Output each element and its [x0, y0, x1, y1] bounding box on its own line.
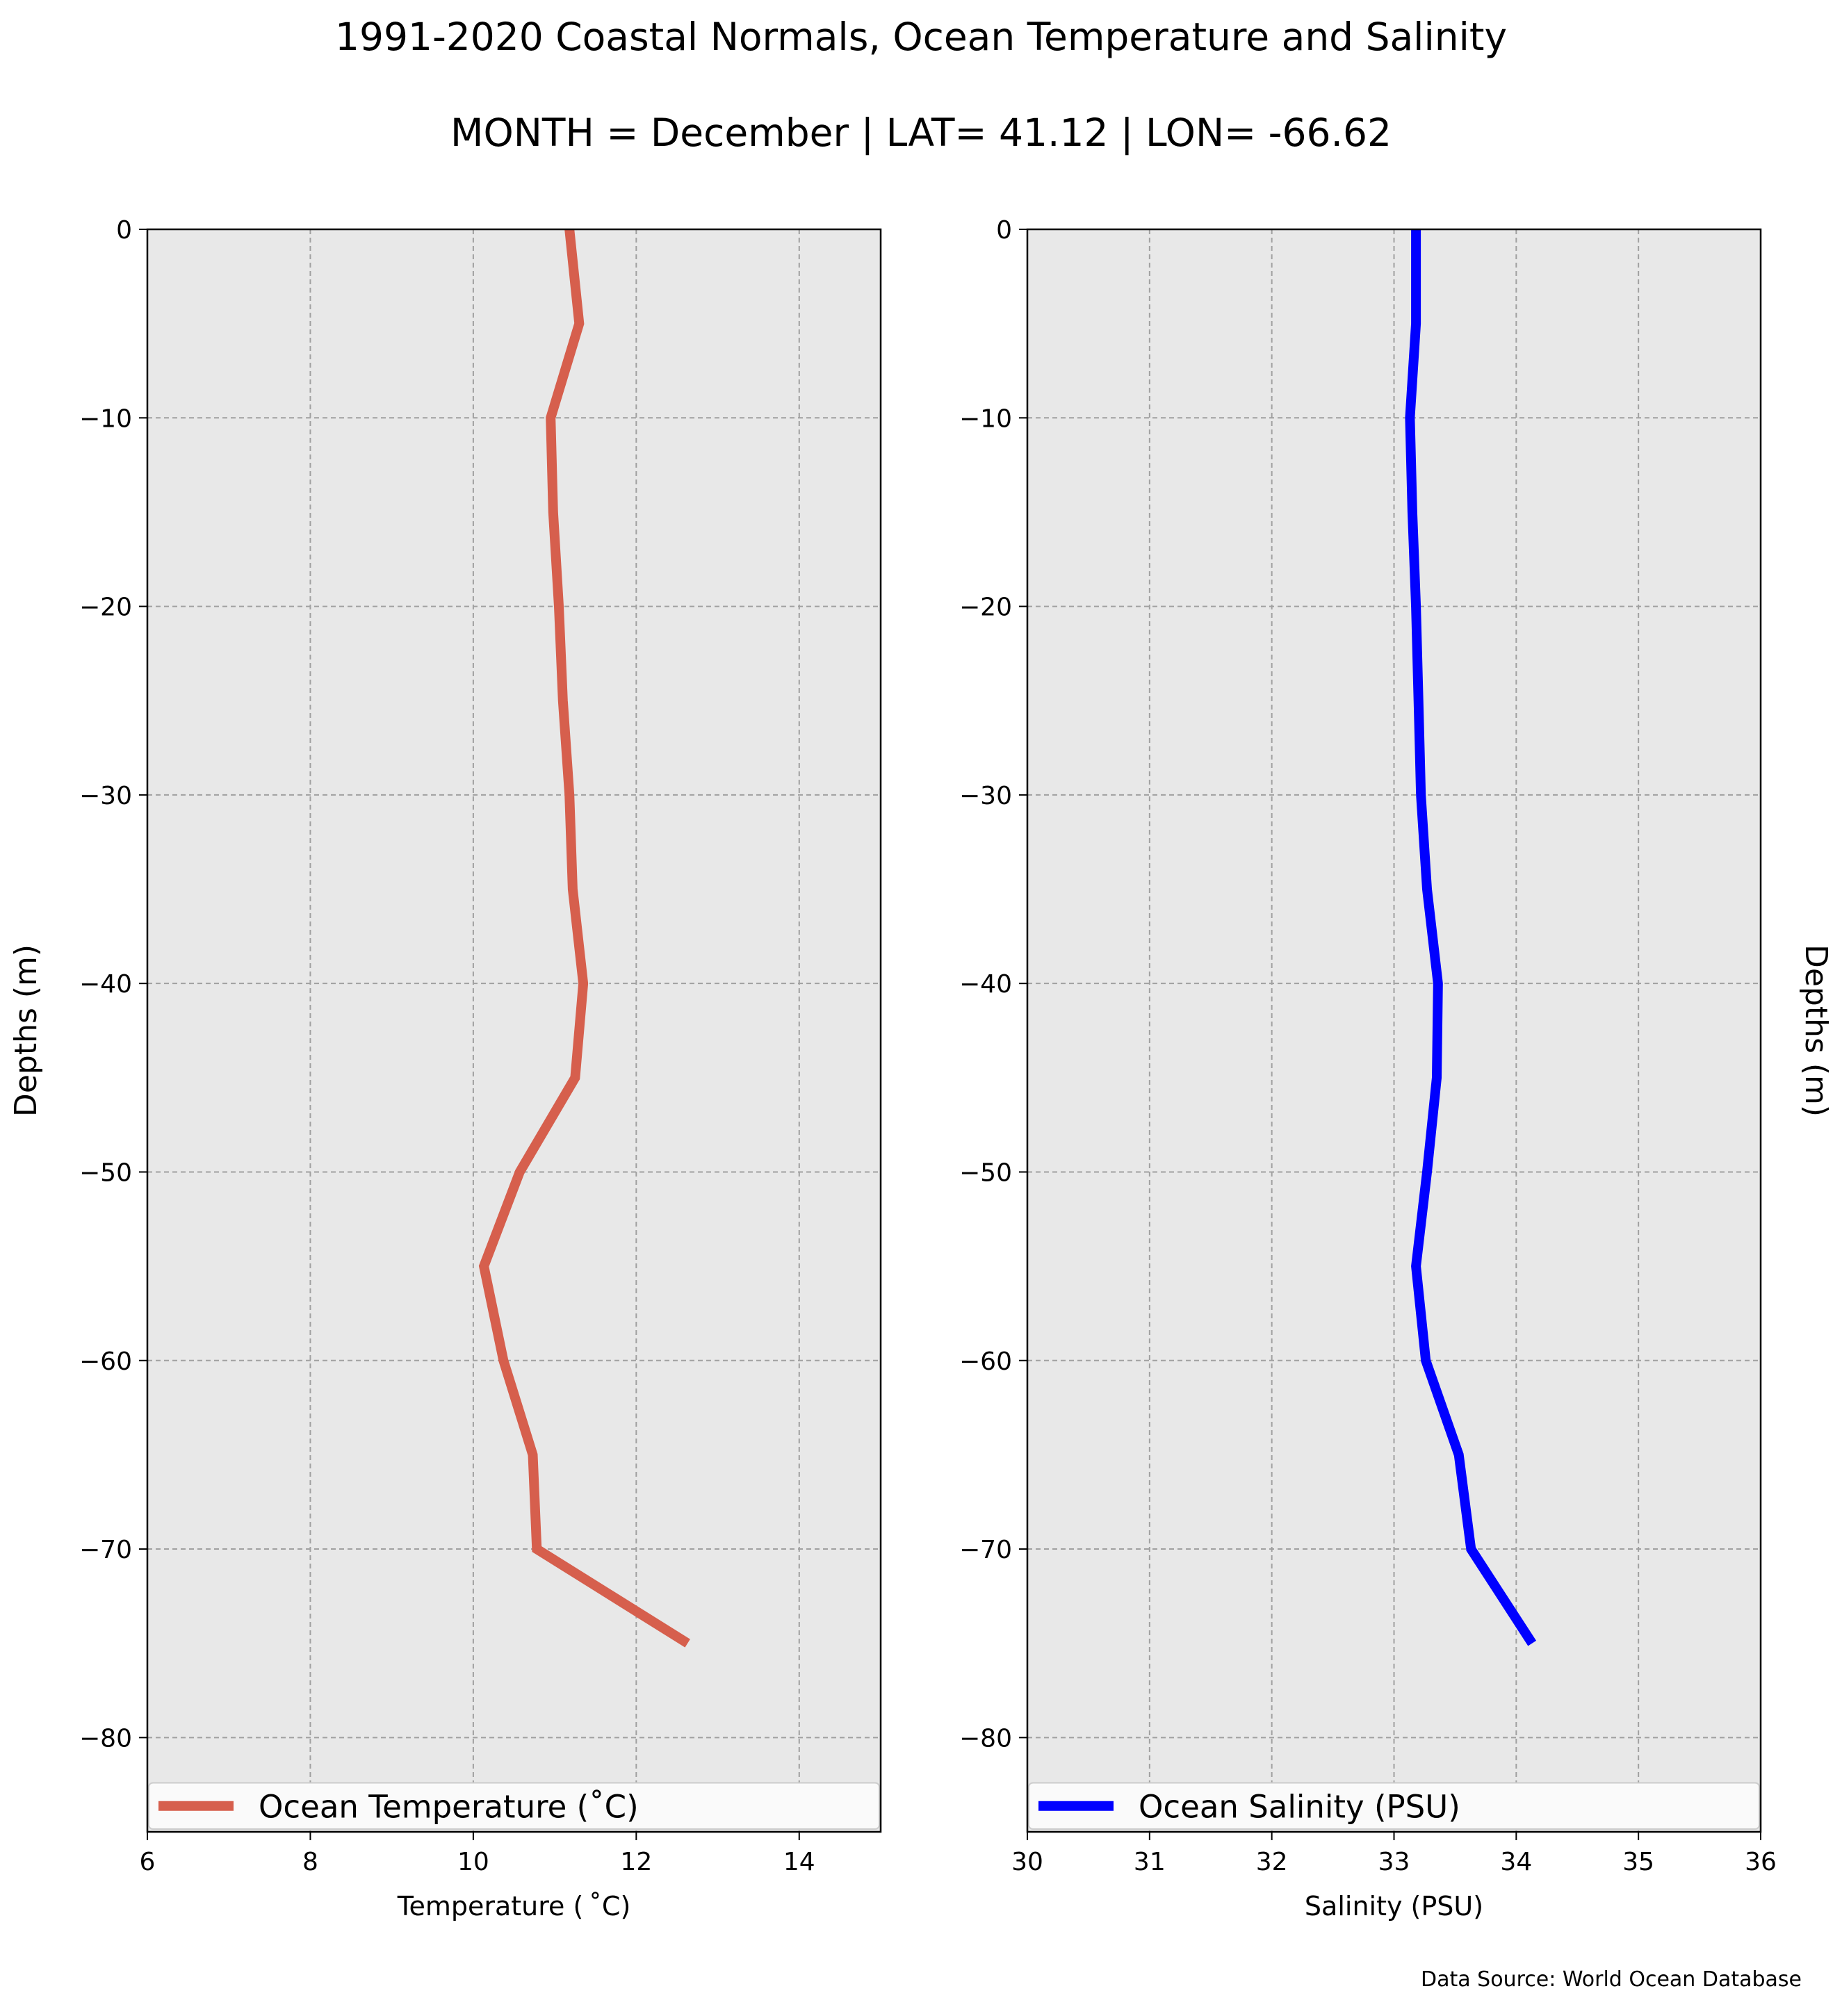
legend-label: Ocean Temperature (˚C): [259, 1789, 639, 1826]
y-tick-label: −70: [79, 1536, 132, 1564]
x-tick-label: 36: [1745, 1848, 1777, 1876]
x-tick-label: 10: [457, 1848, 489, 1876]
legend-box: [148, 1782, 880, 1830]
figure-title: 1991-2020 Coastal Normals, Ocean Tempera…: [335, 15, 1507, 59]
y-tick-label: −50: [79, 1158, 132, 1187]
y-tick-label: −70: [959, 1536, 1012, 1564]
plot-area: [147, 229, 881, 1832]
y-tick-label: −30: [79, 782, 132, 810]
y-tick-label: −60: [79, 1347, 132, 1376]
y-tick-label: 0: [116, 216, 132, 245]
x-axis-label: Salinity (PSU): [1305, 1891, 1483, 1921]
x-tick-label: 32: [1256, 1848, 1288, 1876]
x-tick-label: 31: [1134, 1848, 1166, 1876]
y-tick-label: −10: [959, 404, 1012, 433]
legend-label: Ocean Salinity (PSU): [1139, 1789, 1460, 1826]
y-tick-label: −50: [959, 1158, 1012, 1187]
y-tick-label: −40: [959, 970, 1012, 999]
y-tick-label: 0: [996, 216, 1012, 245]
x-tick-label: 14: [783, 1848, 815, 1876]
x-tick-label: 8: [302, 1848, 318, 1876]
x-axis-label: Temperature ( ˚C): [397, 1891, 631, 1921]
y-tick-label: −10: [79, 404, 132, 433]
series-line: [1405, 229, 1537, 1646]
figure-subtitle: MONTH = December | LAT= 41.12 | LON= -66…: [450, 110, 1392, 156]
salinity-panel: Ocean Salinity (PSU) 30 31 32 33 34 35 36 0 −10 −2…: [959, 216, 1834, 1921]
y-tick-label: −40: [79, 970, 132, 999]
y-tick-label: −60: [959, 1347, 1012, 1376]
y-axis-label: Depths (m): [1798, 944, 1834, 1117]
legend-box: [1028, 1782, 1760, 1830]
y-tick-label: −20: [959, 593, 1012, 622]
y-tick-label: −20: [79, 593, 132, 622]
x-tick-label: 12: [620, 1848, 652, 1876]
data-source-note: Data Source: World Ocean Database: [1421, 1967, 1802, 1992]
axes-frame: [146, 228, 882, 1833]
y-tick-label: −30: [959, 782, 1012, 810]
x-tick-label: 35: [1622, 1848, 1654, 1876]
y-axis-label: Depths (m): [8, 944, 44, 1117]
x-tick-label: 30: [1011, 1848, 1043, 1876]
y-tick-label: −80: [959, 1724, 1012, 1753]
series-line: [478, 229, 690, 1648]
temperature-panel: Ocean Temperature (˚C) 6 8 10 12 14 0 −10 −20 −30…: [8, 216, 882, 1921]
x-tick-label: 33: [1378, 1848, 1410, 1876]
x-tick-label: 6: [140, 1848, 156, 1876]
y-tick-label: −80: [79, 1724, 132, 1753]
x-tick-label: 34: [1500, 1848, 1532, 1876]
